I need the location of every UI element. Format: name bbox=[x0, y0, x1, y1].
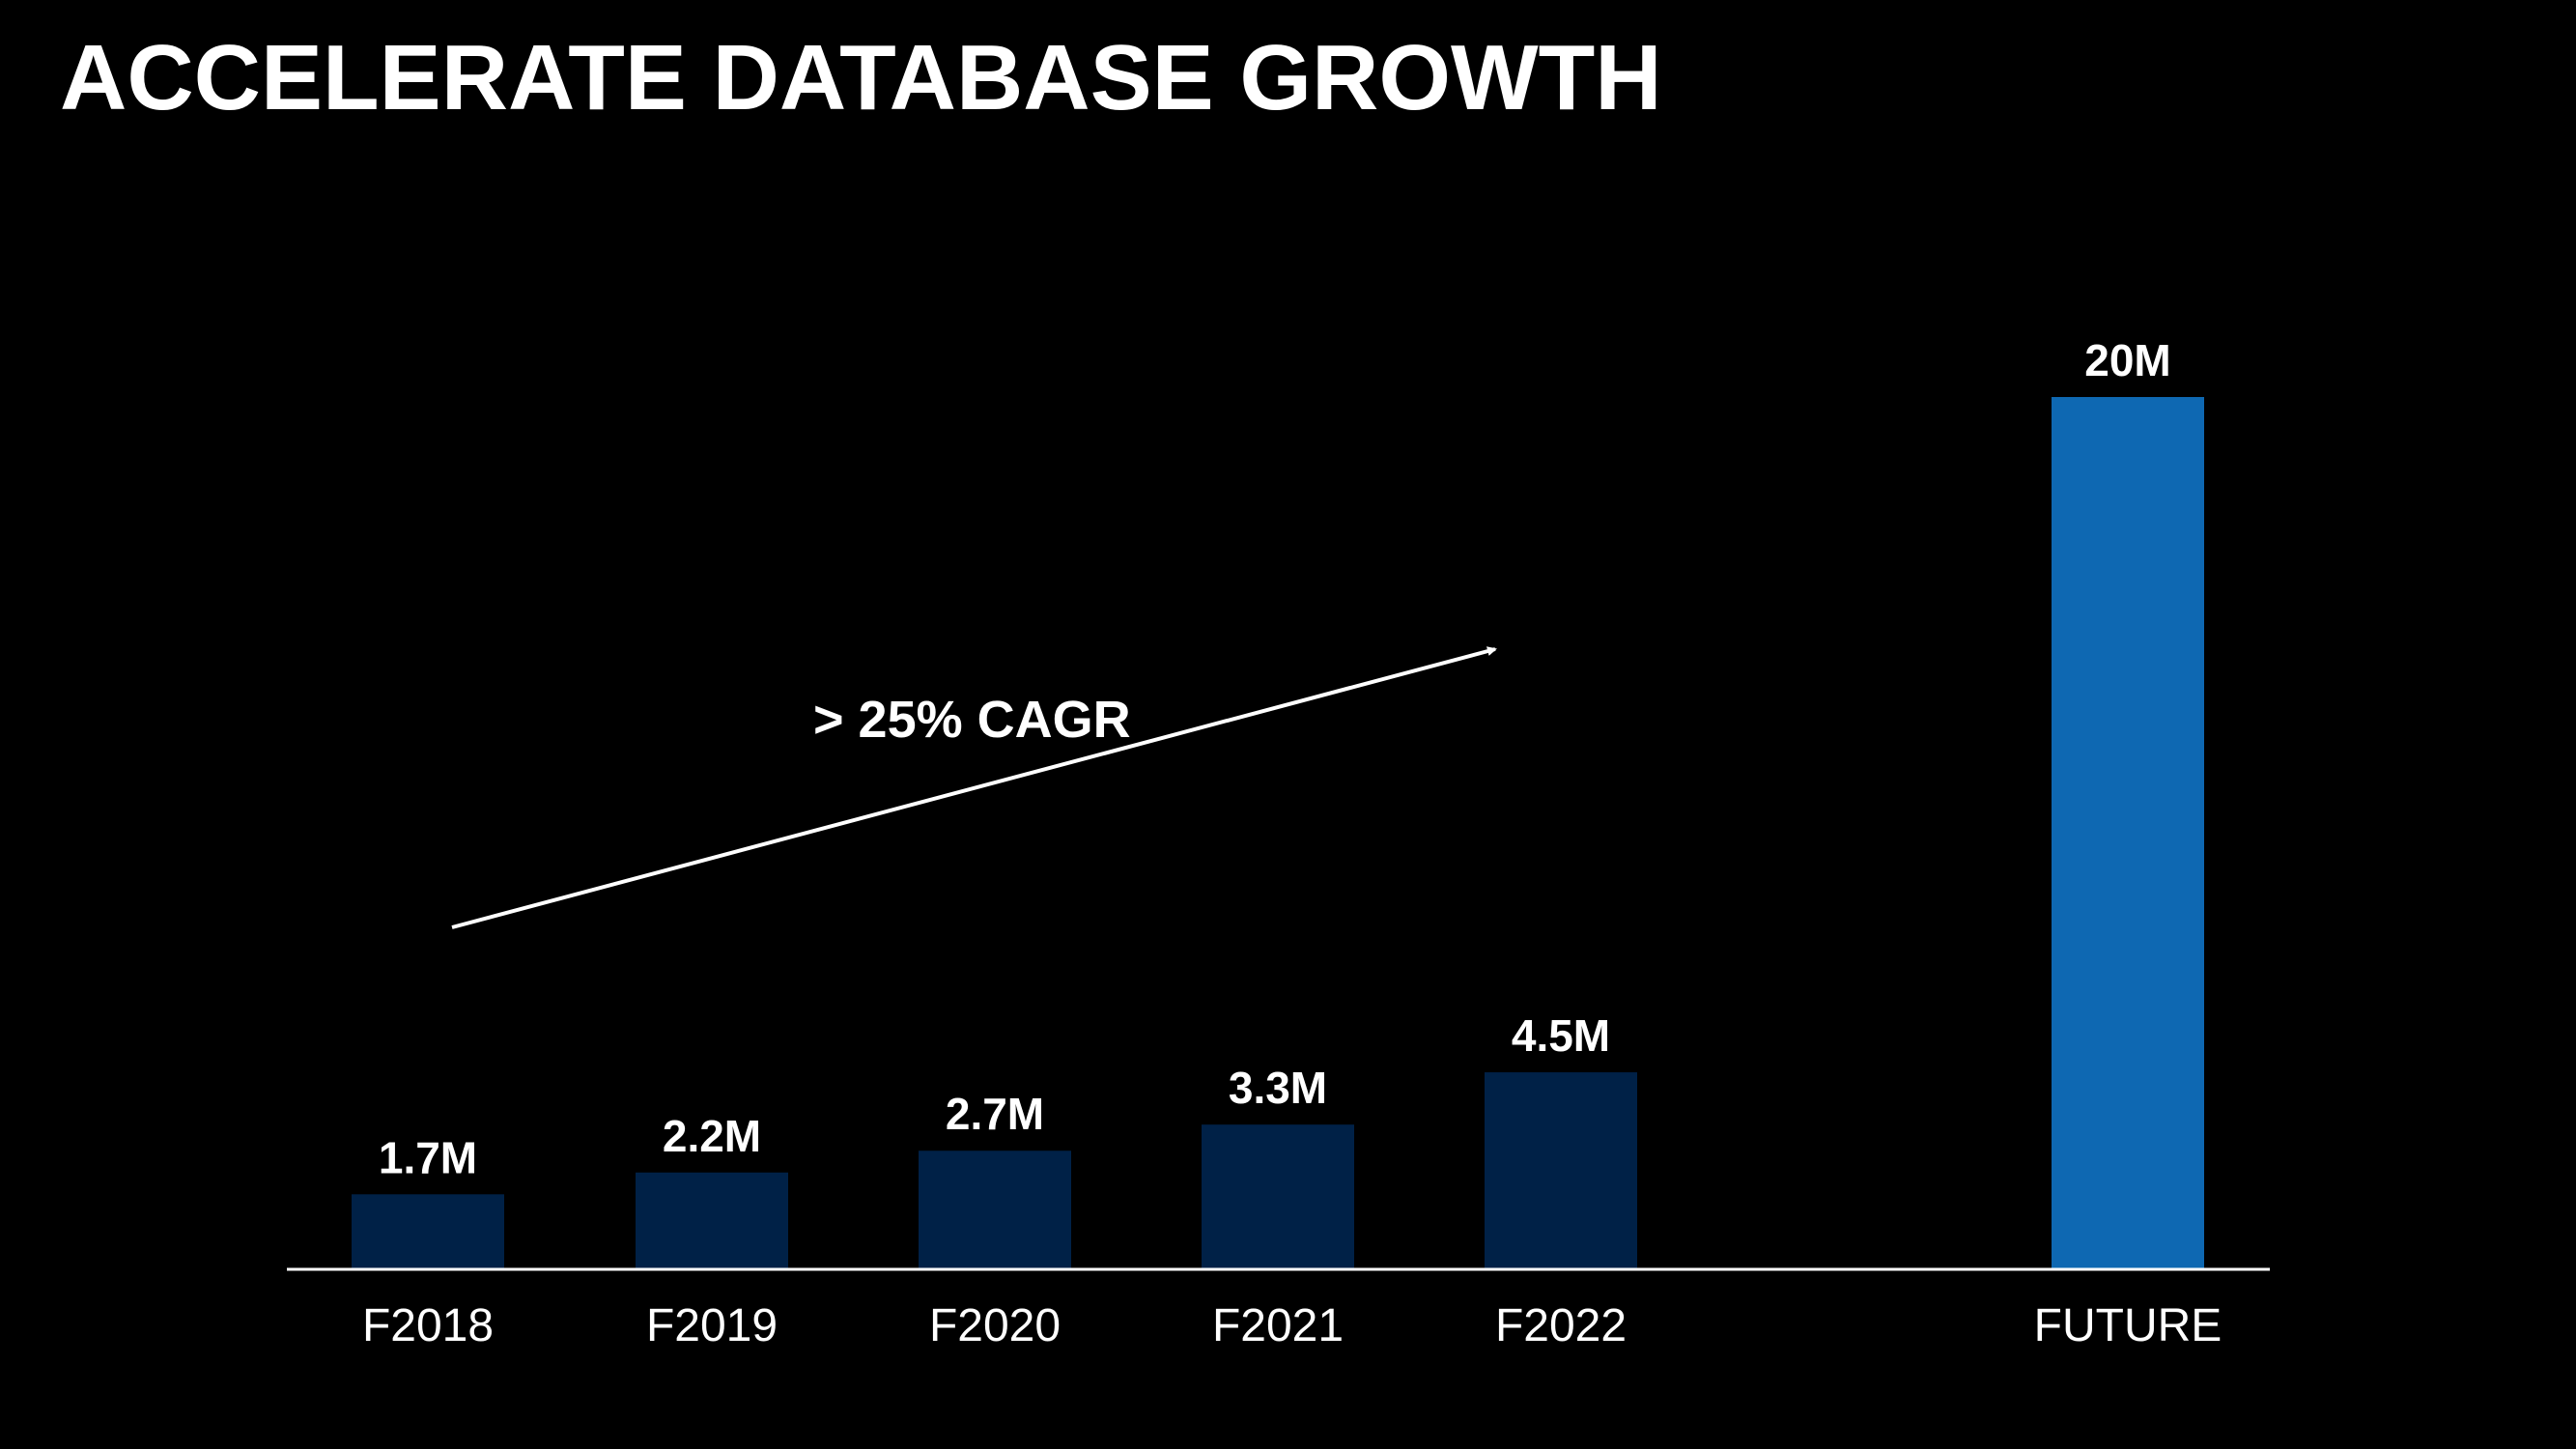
cagr-label: > 25% CAGR bbox=[813, 691, 1131, 749]
value-label-f2019: 2.2M bbox=[663, 1111, 761, 1161]
tick-label-f2018: F2018 bbox=[362, 1300, 494, 1351]
bar-f2018 bbox=[352, 1194, 504, 1268]
bars-layer bbox=[352, 397, 2204, 1268]
value-label-f2020: 2.7M bbox=[946, 1089, 1044, 1139]
bar-f2022 bbox=[1485, 1072, 1637, 1268]
bar-future bbox=[2052, 397, 2204, 1268]
tick-label-f2021: F2021 bbox=[1212, 1300, 1344, 1351]
value-label-future: 20M bbox=[2084, 335, 2170, 385]
bar-f2020 bbox=[919, 1151, 1071, 1268]
tick-label-future: FUTURE bbox=[2034, 1300, 2222, 1351]
x-axis-tick-labels: F2018 F2019 F2020 F2021 F2022 FUTURE bbox=[362, 1300, 2222, 1351]
cagr-annotation: > 25% CAGR bbox=[451, 646, 1497, 929]
tick-label-f2019: F2019 bbox=[646, 1300, 778, 1351]
bar-f2021 bbox=[1202, 1124, 1354, 1268]
tick-label-f2022: F2022 bbox=[1495, 1300, 1627, 1351]
bar-f2019 bbox=[636, 1172, 788, 1268]
tick-label-f2020: F2020 bbox=[929, 1300, 1061, 1351]
slide-title: ACCELERATE DATABASE GROWTH bbox=[60, 26, 1662, 129]
value-label-f2022: 4.5M bbox=[1512, 1010, 1610, 1061]
value-label-f2021: 3.3M bbox=[1229, 1063, 1327, 1113]
cagr-arrow bbox=[451, 646, 1497, 929]
value-labels-layer: 1.7M 2.2M 2.7M 3.3M 4.5M 20M bbox=[379, 335, 2171, 1182]
value-label-f2018: 1.7M bbox=[379, 1132, 477, 1182]
